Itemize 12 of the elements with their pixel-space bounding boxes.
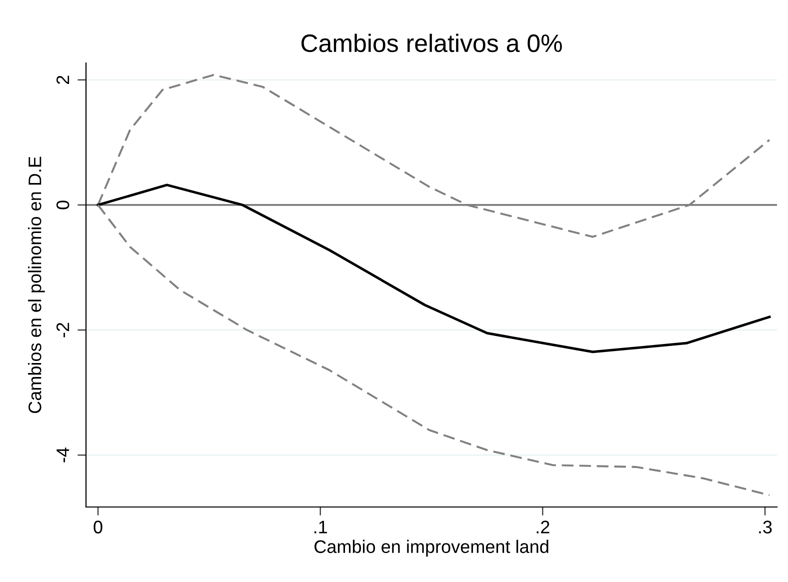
y-tick-label: -2 (56, 322, 70, 338)
x-axis-title: Cambio en improvement land (314, 540, 548, 557)
x-tick-label: .3 (759, 520, 772, 534)
y-tick-label: 0 (56, 200, 70, 210)
line-series (96, 184, 771, 354)
chart-title: Cambios relativos a 0% (301, 34, 562, 52)
y-axis-title: Cambios en el polinomio en D.E (28, 156, 45, 414)
y-tick-label: -4 (56, 448, 70, 462)
x-tick-label: .2 (536, 520, 550, 534)
y-tick-label: 2 (56, 76, 70, 84)
x-tick-label: .1 (314, 520, 327, 534)
x-tick-label: 0 (94, 520, 102, 534)
